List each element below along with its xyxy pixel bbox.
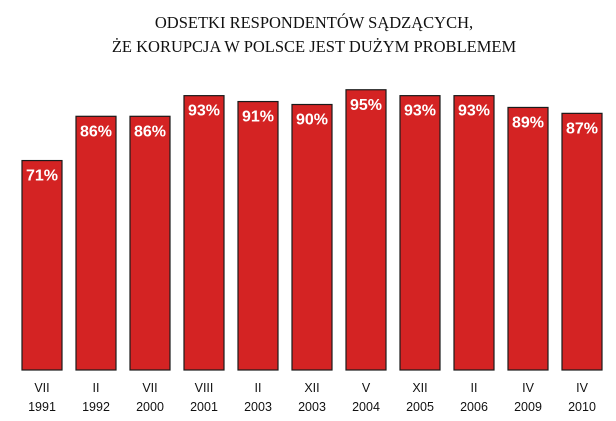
x-tick-year-9: 2009 bbox=[514, 400, 542, 414]
x-tick-year-8: 2006 bbox=[460, 400, 488, 414]
x-tick-month-3: VIII bbox=[195, 381, 214, 395]
bar-value-label-9: 89% bbox=[512, 114, 544, 131]
x-tick-year-3: 2001 bbox=[190, 400, 218, 414]
bar-value-label-0: 71% bbox=[26, 168, 58, 185]
x-tick-year-2: 2000 bbox=[136, 400, 164, 414]
x-tick-year-1: 1992 bbox=[82, 400, 110, 414]
chart-title-line-2: ŻE KORUPCJA W POLSCE JEST DUŻYM PROBLEME… bbox=[112, 37, 517, 56]
bar-value-label-5: 90% bbox=[296, 112, 328, 129]
bar-8 bbox=[453, 95, 495, 371]
bar-value-label-7: 93% bbox=[404, 103, 436, 120]
x-tick-month-9: IV bbox=[522, 381, 534, 395]
x-tick-month-7: XII bbox=[412, 381, 427, 395]
x-tick-month-0: VII bbox=[34, 381, 49, 395]
bar-5 bbox=[291, 103, 333, 371]
bar-1 bbox=[75, 115, 117, 371]
bar-4 bbox=[237, 100, 279, 371]
bar-3 bbox=[183, 95, 225, 371]
bar-2 bbox=[129, 115, 171, 371]
bar-6 bbox=[345, 89, 387, 371]
bar-10 bbox=[561, 112, 603, 371]
bar-value-label-1: 86% bbox=[80, 123, 112, 140]
x-tick-month-2: VII bbox=[142, 381, 157, 395]
x-tick-year-0: 1991 bbox=[28, 400, 56, 414]
chart-title-line-1: ODSETKI RESPONDENTÓW SĄDZĄCYCH, bbox=[155, 13, 473, 32]
x-tick-month-4: II bbox=[255, 381, 262, 395]
x-axis-tick-labels: VII1991II1992VII2000VIII2001II2003XII200… bbox=[28, 381, 596, 414]
x-tick-month-1: II bbox=[93, 381, 100, 395]
bar-7 bbox=[399, 95, 441, 371]
x-tick-year-4: 2003 bbox=[244, 400, 272, 414]
x-tick-month-10: IV bbox=[576, 381, 588, 395]
x-tick-month-8: II bbox=[471, 381, 478, 395]
bar-0 bbox=[21, 159, 63, 371]
bars-group: 71% 86% 86% 93% 91% 90% 95% 93% 93% 89% 87% bbox=[21, 89, 603, 371]
bar-value-label-6: 95% bbox=[350, 97, 382, 114]
bar-value-label-10: 87% bbox=[566, 120, 598, 137]
x-tick-year-7: 2005 bbox=[406, 400, 434, 414]
x-tick-year-10: 2010 bbox=[568, 400, 596, 414]
x-tick-month-5: XII bbox=[304, 381, 319, 395]
bar-value-label-4: 91% bbox=[242, 109, 274, 126]
bar-value-label-3: 93% bbox=[188, 103, 220, 120]
x-tick-month-6: V bbox=[362, 381, 371, 395]
bar-value-label-2: 86% bbox=[134, 123, 166, 140]
bar-9 bbox=[507, 106, 549, 371]
x-tick-year-6: 2004 bbox=[352, 400, 380, 414]
bar-value-label-8: 93% bbox=[458, 103, 490, 120]
x-tick-year-5: 2003 bbox=[298, 400, 326, 414]
